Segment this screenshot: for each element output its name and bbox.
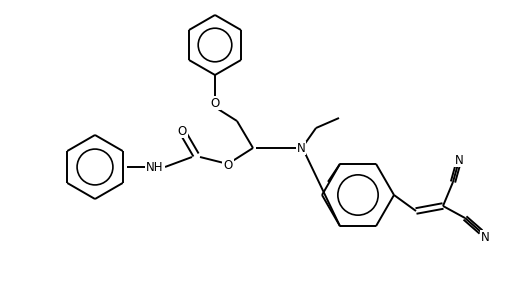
Text: N: N xyxy=(297,141,305,155)
Text: O: O xyxy=(223,159,232,172)
Text: N: N xyxy=(455,153,463,167)
Text: N: N xyxy=(480,230,489,244)
Text: O: O xyxy=(177,124,187,137)
Text: NH: NH xyxy=(146,160,164,173)
Text: O: O xyxy=(210,96,220,110)
